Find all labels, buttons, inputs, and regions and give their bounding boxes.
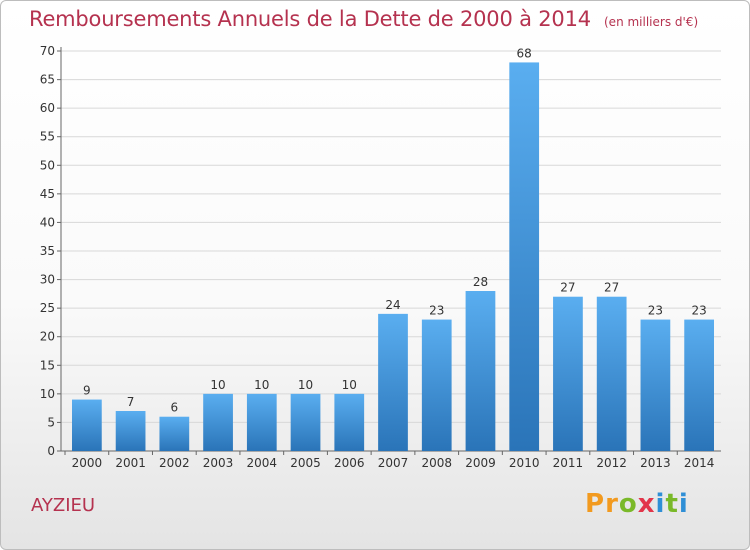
chart-title: Remboursements Annuels de la Dette de 20… [29, 7, 591, 31]
y-tick-label: 35 [40, 244, 55, 258]
x-tick-label: 2010 [509, 456, 540, 470]
y-tick-label: 50 [40, 158, 55, 172]
bar [465, 291, 496, 451]
x-tick-label: 2007 [378, 456, 409, 470]
commune-name: AYZIEU [31, 495, 96, 516]
x-tick-label: 2005 [290, 456, 321, 470]
data-label: 27 [560, 281, 575, 295]
bar [159, 416, 190, 451]
logo-letter: r [605, 489, 619, 519]
x-tick-label: 2003 [203, 456, 234, 470]
logo-letter: P [585, 489, 606, 519]
data-label: 10 [254, 378, 269, 392]
bars [71, 62, 715, 452]
data-label: 23 [429, 304, 444, 318]
data-label: 9 [83, 384, 91, 398]
y-tick-label: 15 [40, 358, 55, 372]
data-label: 10 [210, 378, 225, 392]
bar [509, 62, 540, 452]
title-row: Remboursements Annuels de la Dette de 20… [29, 7, 698, 31]
y-tick-label: 55 [40, 130, 55, 144]
chart-unit: (en milliers d'€) [604, 15, 699, 29]
data-label: 24 [385, 298, 400, 312]
proxiti-logo: Proxiti [585, 489, 689, 519]
labels: 0 5 10 15 20 25 30 35 40 45 50 55 60 65 70 2000 9 2001 7 20… [40, 44, 715, 470]
data-label: 68 [517, 46, 532, 60]
data-label: 28 [473, 275, 488, 289]
data-label: 6 [171, 401, 179, 415]
y-tick-label: 5 [47, 415, 55, 429]
bar [334, 393, 365, 451]
x-tick-label: 2004 [247, 456, 278, 470]
y-tick-label: 10 [40, 387, 55, 401]
y-tick-label: 30 [40, 273, 55, 287]
y-tick-label: 40 [40, 215, 55, 229]
logo-letter: t [665, 489, 679, 519]
y-tick-label: 60 [40, 101, 55, 115]
y-tick-label: 25 [40, 301, 55, 315]
x-tick-label: 2012 [596, 456, 627, 470]
data-label: 23 [691, 304, 706, 318]
data-label: 23 [648, 304, 663, 318]
x-tick-label: 2006 [334, 456, 365, 470]
x-tick-label: 2001 [115, 456, 146, 470]
bar [290, 393, 321, 451]
logo-letter: i [655, 489, 666, 519]
x-tick-label: 2011 [553, 456, 584, 470]
bar [115, 411, 146, 451]
bar [553, 296, 583, 451]
bar [71, 399, 102, 451]
y-tick-label: 0 [47, 444, 55, 458]
logo-letter: o [618, 489, 638, 519]
data-label: 10 [298, 378, 313, 392]
y-tick-label: 45 [40, 187, 55, 201]
x-tick-label: 2014 [684, 456, 715, 470]
logo-letter: x [637, 489, 656, 519]
bar [640, 319, 671, 451]
bar [246, 393, 277, 451]
bar [378, 313, 408, 451]
y-tick-label: 70 [40, 44, 55, 58]
data-label: 10 [342, 378, 357, 392]
logo-letter: i [678, 489, 689, 519]
x-tick-label: 2002 [159, 456, 190, 470]
x-tick-label: 2000 [72, 456, 103, 470]
y-tick-label: 65 [40, 73, 55, 87]
y-tick-label: 20 [40, 330, 55, 344]
data-label: 27 [604, 281, 619, 295]
bar [596, 296, 627, 451]
x-tick-label: 2013 [640, 456, 671, 470]
bar [684, 319, 715, 451]
data-label: 7 [127, 395, 135, 409]
bar [421, 319, 452, 451]
bar [203, 393, 233, 451]
x-tick-label: 2009 [465, 456, 496, 470]
x-tick-label: 2008 [421, 456, 452, 470]
